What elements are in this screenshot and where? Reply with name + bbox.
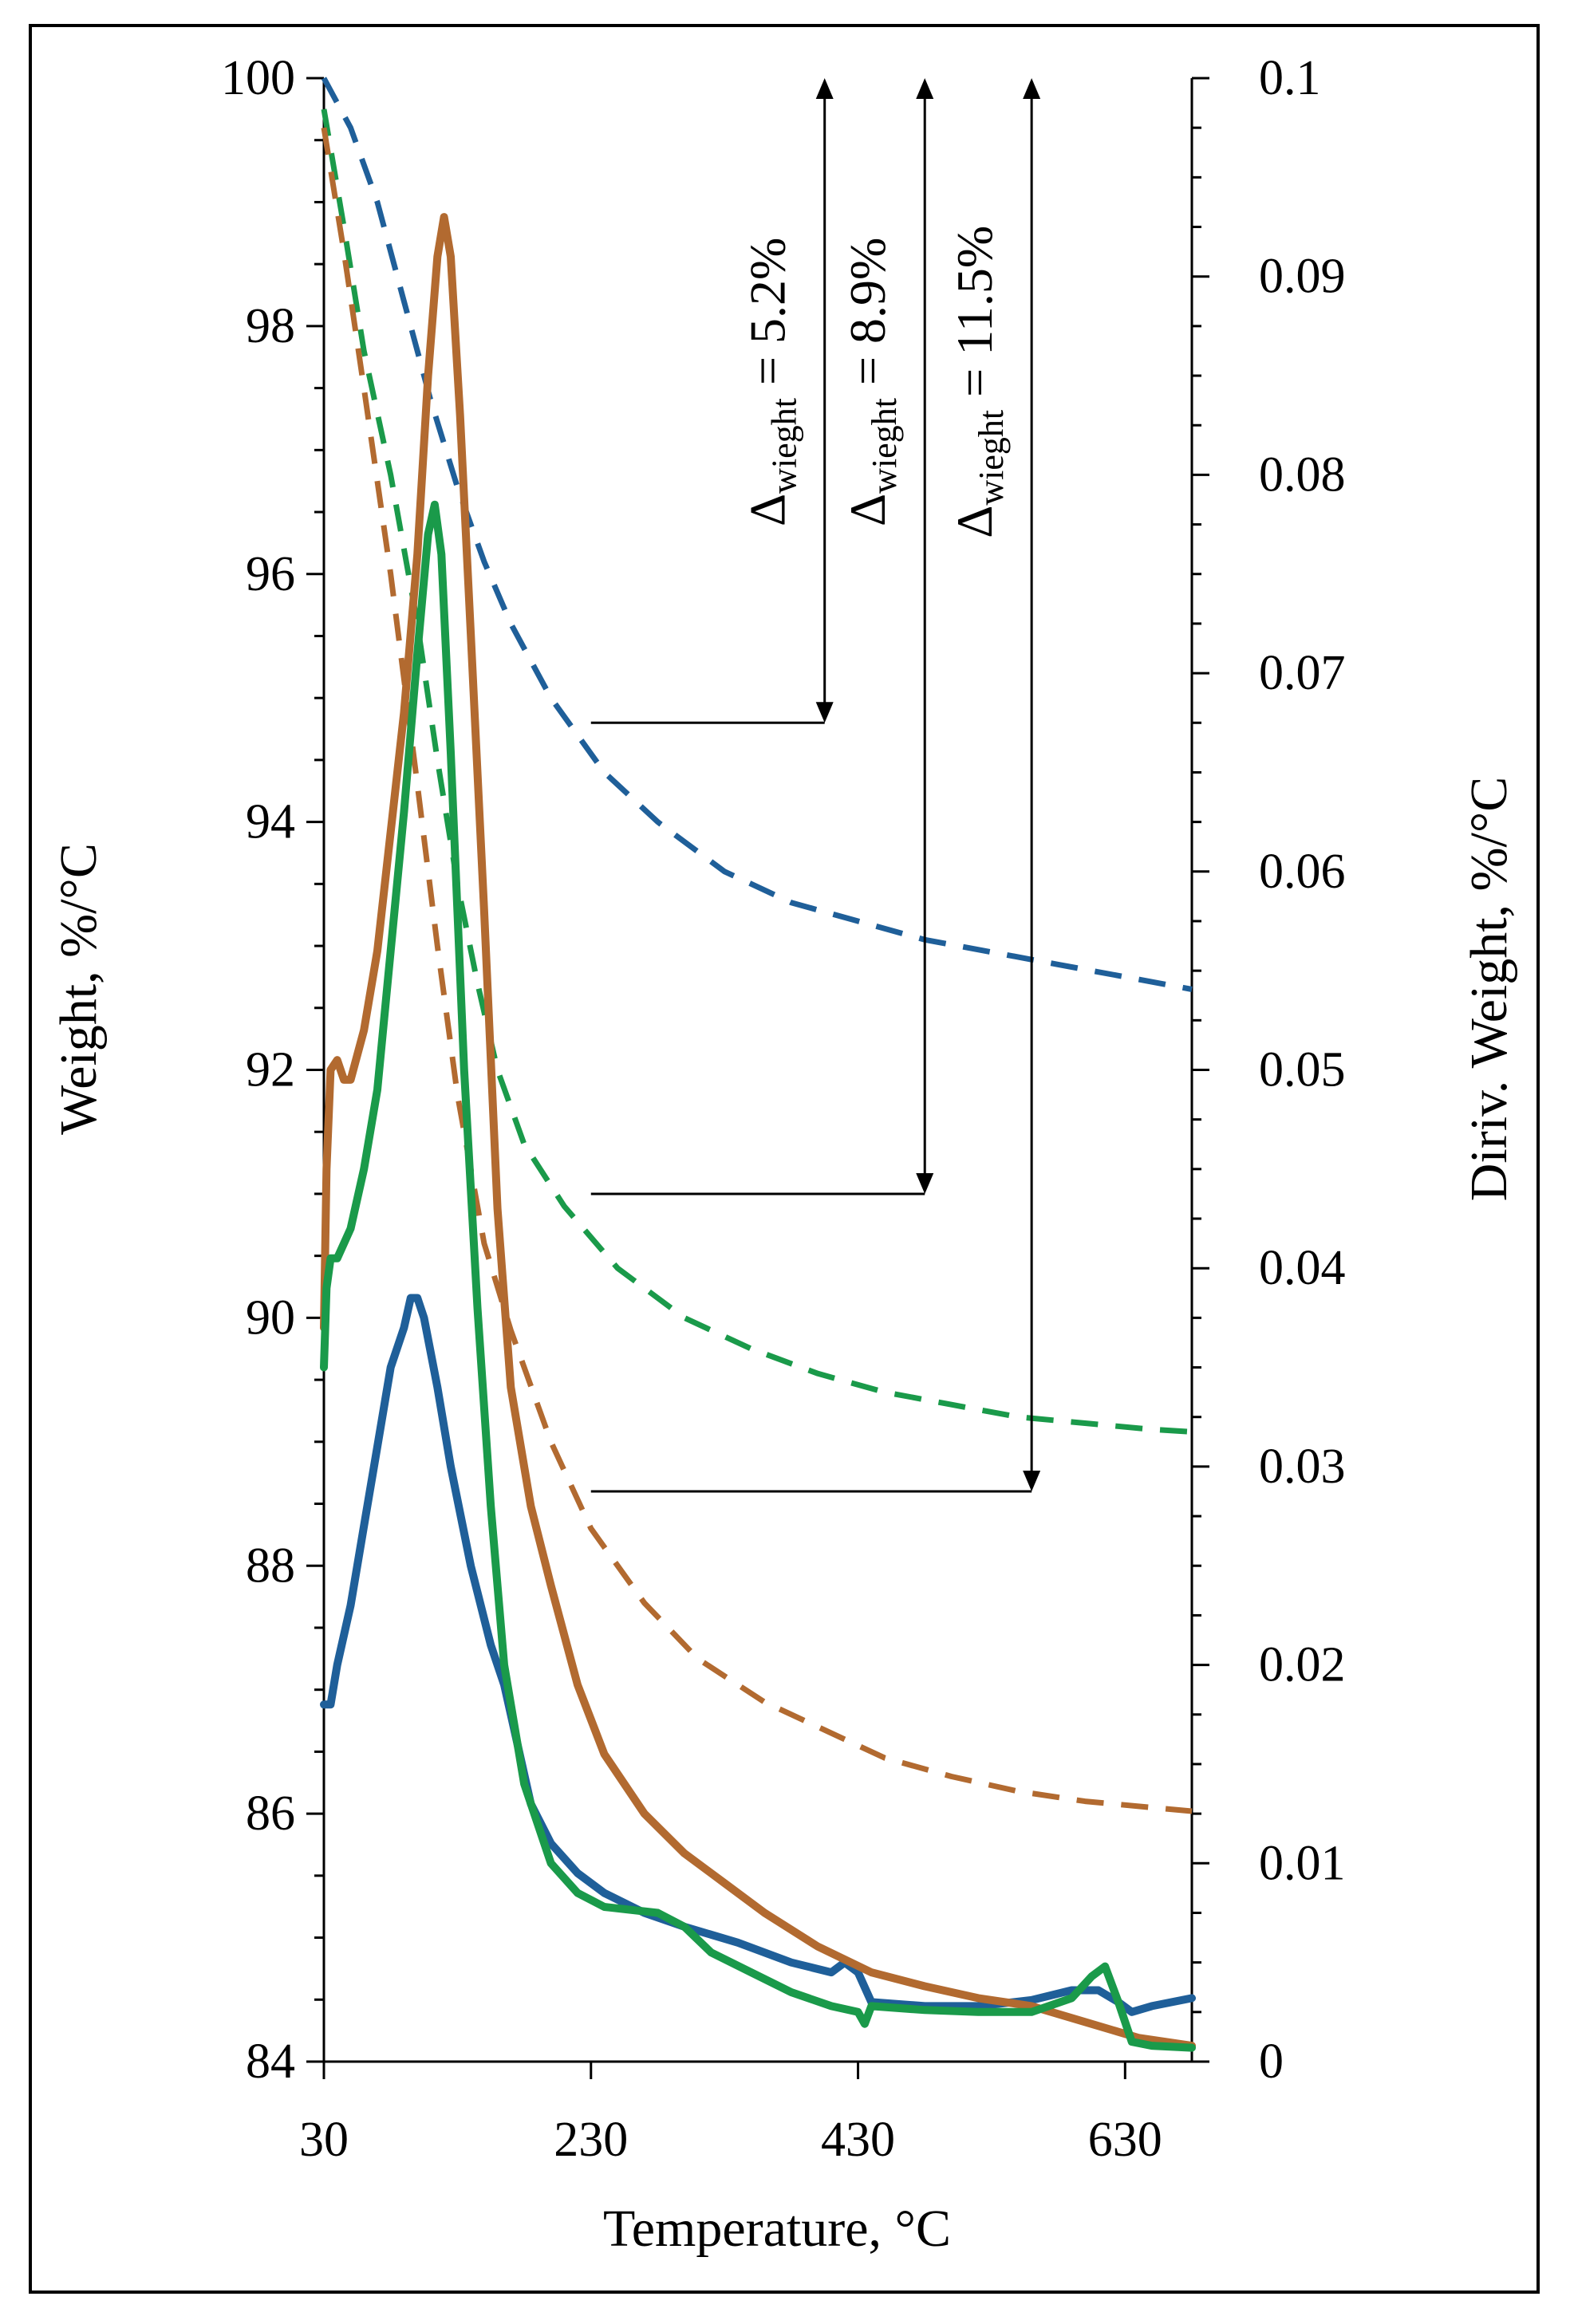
- series-brown-derivative: [320, 213, 1196, 2050]
- left-axis-title: Weight, %/°C: [49, 843, 108, 1135]
- right-tick-label: 0: [1259, 2034, 1284, 2089]
- series-blue-weight: [321, 77, 1193, 992]
- left-tick-label: 88: [246, 1538, 295, 1593]
- series-green-weight: [321, 108, 1193, 1435]
- series-green-derivative: [320, 500, 1196, 2052]
- right-axis-title: Diriv. Weight, %/°C: [1460, 777, 1518, 1202]
- left-tick-label: 94: [246, 795, 295, 849]
- annotation-subscript: wieght: [865, 398, 904, 494]
- right-tick-label: 0.08: [1259, 447, 1346, 502]
- annotation-value: = 8.9%: [839, 238, 896, 398]
- left-tick-label: 84: [246, 2034, 295, 2089]
- left-tick-label: 86: [246, 1786, 295, 1841]
- annotation-arrow-head-down: [1023, 1470, 1041, 1491]
- right-tick-label: 0.01: [1259, 1836, 1346, 1890]
- left-tick-label: 90: [246, 1290, 295, 1345]
- annotation-delta: Δ: [946, 506, 1003, 538]
- annotation-arrow-head-down: [916, 1172, 934, 1194]
- annotation-value: = 11.5%: [946, 226, 1003, 410]
- x-tick-label: 230: [554, 2113, 628, 2167]
- annotation-subscript: wieght: [765, 398, 804, 494]
- annotation-group: Δwieght = 5.2%Δwieght = 8.9%Δwieght = 11…: [590, 78, 1041, 1493]
- x-axis-title: Temperature, °C: [603, 2200, 951, 2258]
- annotation-label: Δwieght = 11.5%: [946, 226, 1011, 538]
- annotation-delta: Δ: [839, 494, 896, 526]
- right-tick-label: 0.09: [1259, 250, 1346, 304]
- left-tick-label: 96: [246, 547, 295, 601]
- annotation-label: Δwieght = 5.2%: [740, 238, 804, 526]
- right-tick-label: 0.07: [1259, 646, 1346, 700]
- annotation-arrow-head-up: [916, 78, 934, 99]
- right-tick-label: 0.04: [1259, 1241, 1346, 1295]
- left-tick-label: 98: [246, 299, 295, 353]
- annotation-arrow-head-up: [1023, 78, 1041, 99]
- chart-frame: [29, 24, 1540, 2294]
- axes-group: 84 86 88 90 92 94 96 98 100 0 0.01 0.02 0.03 0.04 0.05…: [221, 51, 1346, 2167]
- right-tick-label: 0.06: [1259, 845, 1346, 899]
- right-tick-label: 0.02: [1259, 1638, 1346, 1692]
- right-tick-label: 0.05: [1259, 1043, 1346, 1097]
- series-brown-weight: [321, 127, 1193, 1814]
- right-tick-label: 0.1: [1259, 51, 1321, 105]
- x-tick-label: 430: [821, 2113, 895, 2167]
- annotation-subscript: wieght: [972, 410, 1011, 506]
- annotation-label: Δwieght = 8.9%: [839, 238, 904, 526]
- annotation-arrow-head-up: [815, 78, 834, 99]
- x-tick-label: 30: [299, 2113, 349, 2167]
- annotation-arrow-head-down: [815, 702, 834, 723]
- annotation-delta: Δ: [740, 494, 796, 526]
- right-tick-label: 0.03: [1259, 1440, 1346, 1494]
- left-tick-label: 92: [246, 1043, 295, 1097]
- x-tick-label: 630: [1088, 2113, 1162, 2167]
- series-group: [320, 77, 1196, 2052]
- left-tick-label: 100: [221, 51, 295, 105]
- annotation-value: = 5.2%: [740, 238, 796, 398]
